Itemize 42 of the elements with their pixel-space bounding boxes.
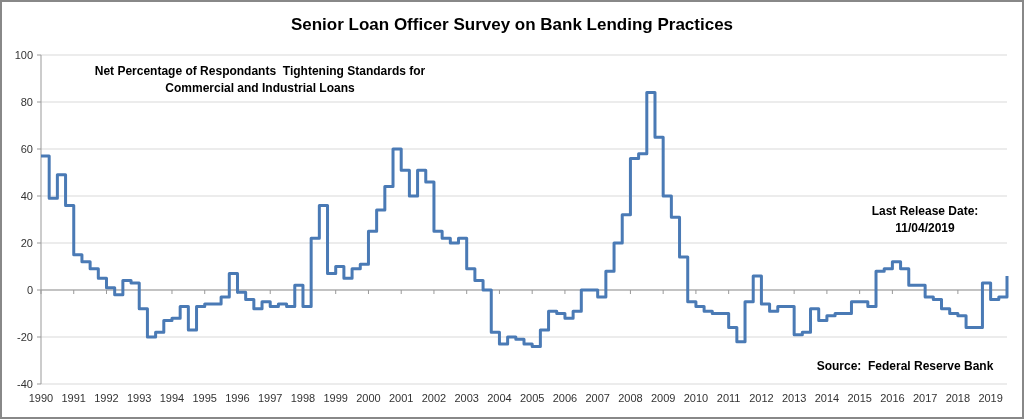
x-tick-label: 2016: [880, 392, 905, 404]
y-tick-label: 60: [20, 143, 33, 155]
annotation: Source: Federal Reserve Bank: [816, 359, 994, 373]
x-tick-label: 2004: [487, 392, 512, 404]
x-tick-label: 2015: [847, 392, 872, 404]
x-tick-label: 1996: [225, 392, 250, 404]
x-tick-label: 2014: [814, 392, 840, 404]
x-tick-label: 2011: [716, 392, 741, 404]
x-tick-label: 1997: [257, 392, 283, 404]
x-tick-label: 2018: [945, 392, 971, 404]
x-tick-label: 2017: [912, 392, 938, 404]
x-tick-label: 2013: [781, 392, 807, 404]
x-tick-label: 1991: [61, 392, 86, 404]
x-tick-label: 2009: [650, 392, 676, 404]
x-tick-label: 1990: [28, 392, 54, 404]
y-tick-label: 20: [20, 237, 33, 249]
x-tick-label: 2005: [519, 392, 545, 404]
x-tick-label: 1999: [323, 392, 348, 404]
y-tick-label: 0: [26, 284, 33, 296]
x-tick-label: 1992: [94, 392, 119, 404]
x-tick-label: 2010: [683, 392, 709, 404]
x-tick-label: 2006: [552, 392, 578, 404]
x-tick-label: 2008: [618, 392, 643, 404]
x-tick-label: 1994: [159, 392, 185, 404]
x-tick-label: 2002: [421, 392, 447, 404]
y-tick-label: -40: [17, 378, 33, 390]
x-tick-label: 1993: [127, 392, 152, 404]
x-tick-label: 1995: [192, 392, 217, 404]
y-tick-label: 40: [20, 190, 33, 202]
y-tick-label: -20: [17, 331, 33, 343]
y-tick-label: 100: [14, 49, 33, 61]
annotation: Net Percentage of Respondants Tightening Standards for Commercial and Industrial Loans: [94, 64, 426, 95]
y-tick-label: 80: [20, 96, 33, 108]
x-tick-label: 2001: [388, 392, 414, 404]
x-tick-label: 2019: [978, 392, 1003, 404]
x-tick-label: 2007: [585, 392, 610, 404]
annotation: Last Release Date: 11/04/2019: [871, 204, 979, 235]
x-tick-label: 1998: [290, 392, 316, 404]
chart-title: Senior Loan Officer Survey on Bank Lending Practices: [290, 15, 734, 34]
x-tick-label: 2012: [749, 392, 774, 404]
x-tick-label: 2003: [454, 392, 479, 404]
x-tick-label: 2000: [356, 392, 381, 404]
